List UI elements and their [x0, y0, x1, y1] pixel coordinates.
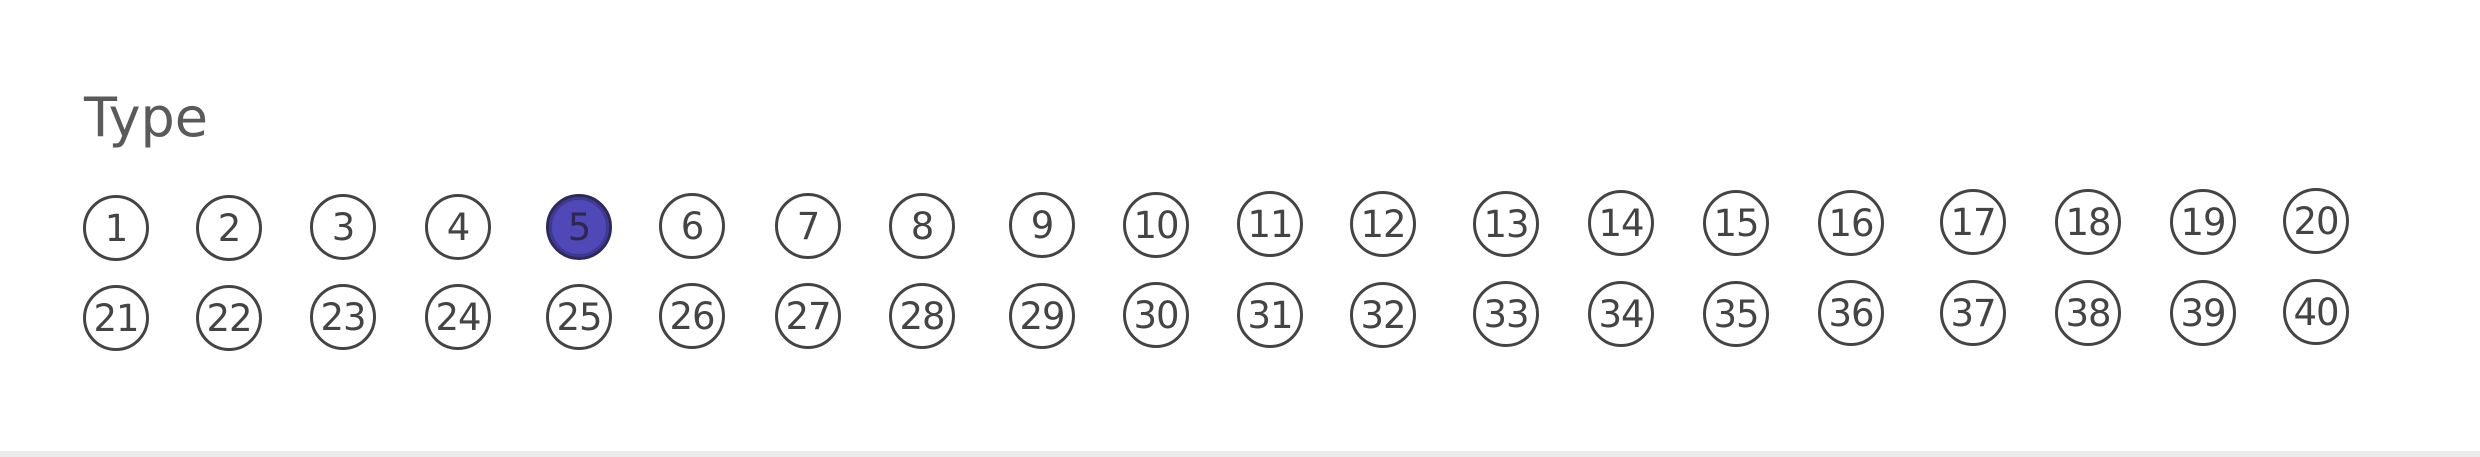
bubble-label: 28 [899, 294, 945, 338]
bubble-option-12[interactable]: 12 [1350, 191, 1416, 257]
bubble-label: 8 [910, 204, 935, 248]
bubble-option-6[interactable]: 6 [659, 193, 725, 259]
bubble-label: 14 [1598, 201, 1644, 245]
bubble-label: 18 [2065, 200, 2111, 244]
bubble-option-17[interactable]: 17 [1940, 189, 2006, 255]
bubble-option-25[interactable]: 25 [546, 284, 612, 350]
bubble-option-2[interactable]: 2 [196, 195, 262, 261]
bubble-option-26[interactable]: 26 [659, 283, 725, 349]
bubble-option-34[interactable]: 34 [1588, 281, 1654, 347]
bubble-label: 33 [1483, 292, 1529, 336]
bubble-option-19[interactable]: 19 [2170, 189, 2236, 255]
bubble-option-33[interactable]: 33 [1473, 281, 1539, 347]
bubble-label: 3 [331, 205, 356, 249]
bubble-option-3[interactable]: 3 [310, 194, 376, 260]
bubble-label: 12 [1360, 202, 1406, 246]
bubble-option-1[interactable]: 1 [83, 195, 149, 261]
bubble-label: 38 [2065, 291, 2111, 335]
bubble-option-40[interactable]: 40 [2283, 279, 2349, 345]
bubble-label: 39 [2180, 291, 2226, 335]
bubble-label: 36 [1828, 291, 1874, 335]
bubble-option-20[interactable]: 20 [2283, 188, 2349, 254]
bubble-label: 25 [556, 295, 602, 339]
bubble-option-39[interactable]: 39 [2170, 280, 2236, 346]
bubble-option-31[interactable]: 31 [1237, 282, 1303, 348]
bubble-label: 17 [1950, 200, 1996, 244]
bubble-label: 15 [1713, 201, 1759, 245]
bubble-option-16[interactable]: 16 [1818, 190, 1884, 256]
bubble-option-22[interactable]: 22 [196, 285, 262, 351]
bubble-option-13[interactable]: 13 [1473, 191, 1539, 257]
bubble-option-36[interactable]: 36 [1818, 280, 1884, 346]
bubble-label: 9 [1030, 203, 1055, 247]
bubble-option-35[interactable]: 35 [1703, 281, 1769, 347]
bubble-label: 10 [1133, 203, 1179, 247]
bubble-option-14[interactable]: 14 [1588, 190, 1654, 256]
bubble-option-23[interactable]: 23 [310, 284, 376, 350]
bubble-label: 27 [785, 294, 831, 338]
bubble-option-4[interactable]: 4 [425, 194, 491, 260]
bubble-option-8[interactable]: 8 [889, 193, 955, 259]
bubble-label: 29 [1019, 294, 1065, 338]
bubble-label: 5 [567, 205, 592, 249]
bubble-label: 6 [680, 204, 705, 248]
bubble-label: 34 [1598, 292, 1644, 336]
bubble-label: 20 [2293, 199, 2339, 243]
bubble-label: 21 [93, 296, 139, 340]
bubble-label: 31 [1247, 293, 1293, 337]
bubble-option-29[interactable]: 29 [1009, 283, 1075, 349]
bubble-option-37[interactable]: 37 [1940, 280, 2006, 346]
bubble-label: 30 [1133, 293, 1179, 337]
type-heading: Type [84, 86, 209, 149]
bubble-label: 24 [435, 295, 481, 339]
bubble-label: 4 [446, 205, 471, 249]
bubble-option-7[interactable]: 7 [775, 193, 841, 259]
bubble-label: 1 [104, 206, 129, 250]
bubble-label: 16 [1828, 201, 1874, 245]
bubble-option-10[interactable]: 10 [1123, 192, 1189, 258]
bubble-option-28[interactable]: 28 [889, 283, 955, 349]
bubble-option-24[interactable]: 24 [425, 284, 491, 350]
bubble-option-9[interactable]: 9 [1009, 192, 1075, 258]
bubble-option-18[interactable]: 18 [2055, 189, 2121, 255]
bubble-label: 11 [1247, 202, 1293, 246]
bubble-label: 26 [669, 294, 715, 338]
page-bottom-edge [0, 451, 2480, 457]
bubble-option-15[interactable]: 15 [1703, 190, 1769, 256]
bubble-option-38[interactable]: 38 [2055, 280, 2121, 346]
bubble-option-11[interactable]: 11 [1237, 191, 1303, 257]
bubble-label: 13 [1483, 202, 1529, 246]
bubble-option-5-selected[interactable]: 5 [546, 194, 612, 260]
bubble-label: 40 [2293, 290, 2339, 334]
bubble-label: 2 [217, 206, 242, 250]
bubble-label: 22 [206, 296, 252, 340]
bubble-option-21[interactable]: 21 [83, 285, 149, 351]
bubble-option-30[interactable]: 30 [1123, 282, 1189, 348]
bubble-label: 32 [1360, 293, 1406, 337]
bubble-label: 37 [1950, 291, 1996, 335]
bubble-label: 7 [796, 204, 821, 248]
bubble-label: 23 [320, 295, 366, 339]
bubble-label: 35 [1713, 292, 1759, 336]
bubble-option-27[interactable]: 27 [775, 283, 841, 349]
bubble-option-32[interactable]: 32 [1350, 282, 1416, 348]
bubble-label: 19 [2180, 200, 2226, 244]
